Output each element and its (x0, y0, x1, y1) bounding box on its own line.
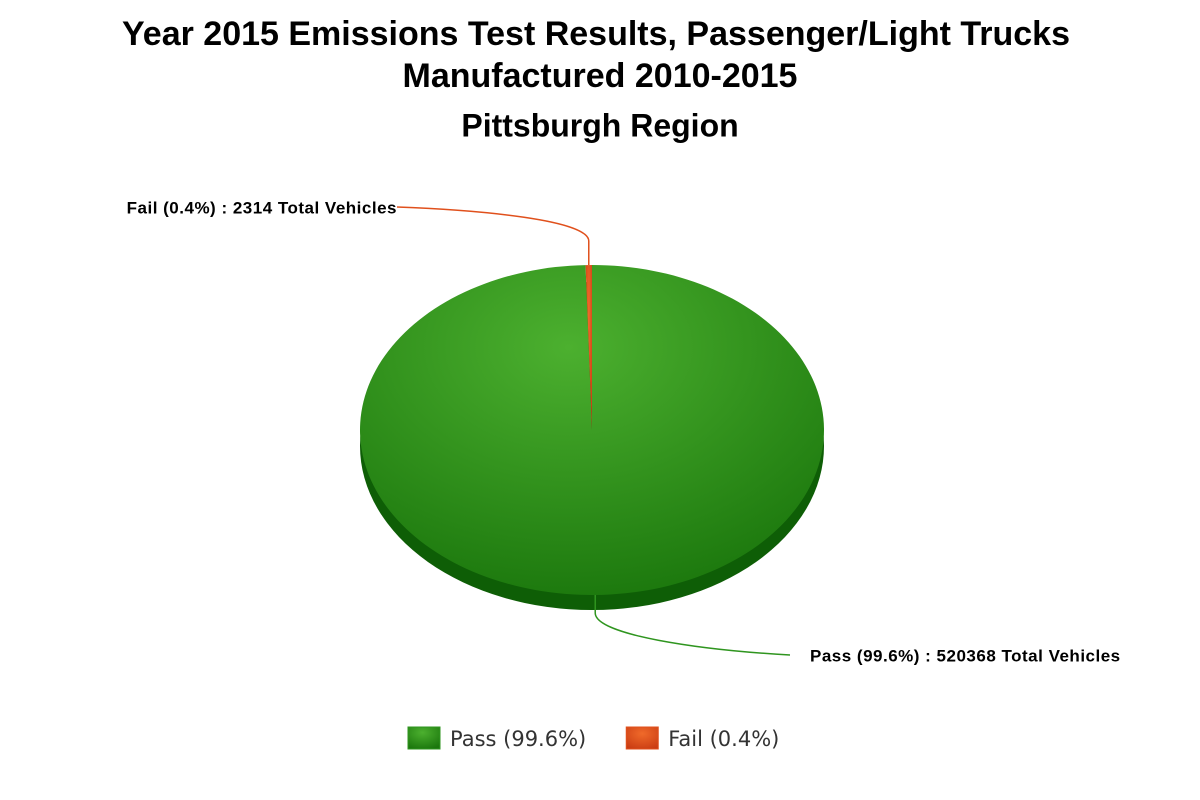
connector (396, 206, 590, 266)
data-label: Fail (0.4%) : 2314 Total Vehicles (127, 198, 397, 217)
pie-slice (585, 265, 592, 430)
connector (594, 594, 791, 656)
chart-title: Manufactured 2010-2015 (403, 57, 798, 95)
legend-swatch (625, 726, 659, 750)
pie-slice (360, 265, 825, 595)
chart-title: Year 2015 Emissions Test Results, Passen… (122, 15, 1070, 53)
legend-label: Fail (0.4%) (668, 727, 779, 751)
chart-subtitle: Pittsburgh Region (461, 107, 738, 143)
data-label: Pass (99.6%) : 520368 Total Vehicles (810, 646, 1121, 665)
legend-label: Pass (99.6%) (450, 727, 586, 751)
legend-swatch (407, 726, 441, 750)
